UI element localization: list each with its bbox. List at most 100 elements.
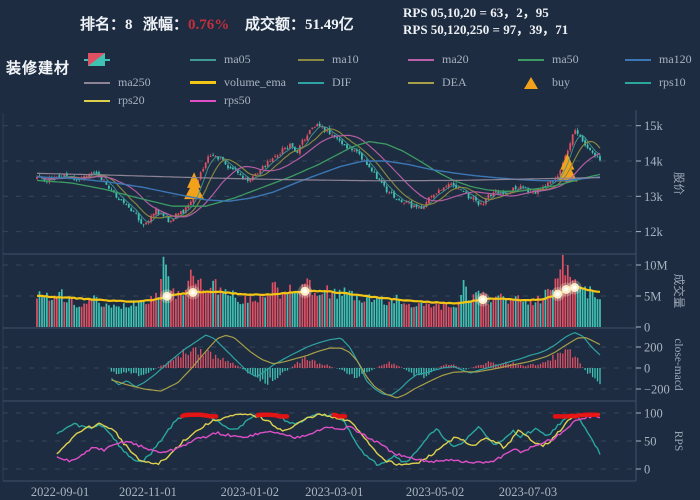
legend-label-ma250: ma250 bbox=[118, 75, 151, 89]
ema-marker-core bbox=[572, 285, 577, 290]
ma10-swatch bbox=[298, 58, 324, 61]
rps-ytick: 100 bbox=[644, 407, 663, 421]
rps20-swatch bbox=[84, 99, 110, 102]
legend-item-ma10: ma10 bbox=[298, 52, 359, 67]
volume_ema-swatch bbox=[190, 81, 216, 84]
rank-label: 排名： bbox=[80, 17, 126, 33]
rps-axis-title: RPS bbox=[672, 431, 684, 451]
ma05-swatch bbox=[190, 58, 216, 61]
change-value: 0.76% bbox=[188, 17, 230, 33]
macd-axis-title: close-macd bbox=[672, 338, 684, 391]
legend-label-rps50: rps50 bbox=[224, 93, 251, 107]
legend-item-DEA: DEA bbox=[408, 75, 467, 90]
x-date-label: 2023-03-01 bbox=[305, 485, 363, 499]
x-date-label: 2023-05-02 bbox=[406, 485, 464, 499]
DEA-swatch bbox=[408, 81, 434, 84]
buy-triangle-icon bbox=[524, 76, 538, 89]
ma-lines bbox=[36, 125, 601, 224]
volume-ytick: 10M bbox=[644, 259, 668, 273]
ema-marker-core bbox=[555, 292, 560, 297]
rps-new-high-highlight bbox=[552, 412, 600, 419]
header-stats: 排名：8 涨幅：0.76% 成交额：51.49亿 bbox=[0, 13, 700, 35]
macd-ytick: −200 bbox=[644, 383, 670, 397]
rank-stat: 排名：8 bbox=[80, 13, 133, 34]
legend-label-buy: buy bbox=[552, 75, 570, 89]
macd-ytick: 0 bbox=[644, 362, 650, 376]
ma120-swatch bbox=[625, 58, 651, 61]
legend-label-volume_ema: volume_ema bbox=[224, 75, 286, 89]
macd-histogram-negative bbox=[110, 368, 601, 385]
legend-item-candle bbox=[84, 52, 110, 67]
x-date-label: 2022-11-01 bbox=[119, 485, 177, 499]
legend-item-rps20: rps20 bbox=[84, 93, 145, 108]
legend-label-ma50: ma50 bbox=[552, 52, 579, 66]
legend-item-ma20: ma20 bbox=[408, 52, 469, 67]
rps-short-line: RPS 05,10,20 = 63，2，95 bbox=[403, 5, 549, 20]
legend-label-ma05: ma05 bbox=[224, 52, 251, 66]
legend-item-ma50: ma50 bbox=[518, 52, 579, 67]
volume-bars bbox=[36, 255, 601, 327]
ema-marker-core bbox=[480, 297, 485, 302]
x-date-label: 2023-01-02 bbox=[221, 485, 279, 499]
macd-panel-series bbox=[110, 332, 601, 399]
macd-histogram-positive bbox=[157, 347, 584, 368]
price-axis-title: 股价 bbox=[672, 172, 685, 195]
rps-ytick: 50 bbox=[644, 435, 657, 449]
ma20-swatch bbox=[408, 58, 434, 61]
turnover-label: 成交额： bbox=[245, 17, 306, 33]
change-label: 涨幅： bbox=[143, 17, 189, 33]
x-date-label: 2022-09-01 bbox=[31, 485, 89, 499]
legend-item-buy: buy bbox=[518, 75, 570, 90]
rps50-swatch bbox=[190, 99, 216, 102]
legend-label-rps20: rps20 bbox=[118, 93, 145, 107]
DIF-swatch bbox=[298, 81, 324, 84]
sector-name: 装修建材 bbox=[6, 60, 71, 77]
volume-axis-title: 成交量 bbox=[672, 274, 686, 309]
macd-ytick: 200 bbox=[644, 341, 663, 355]
legend-label-ma20: ma20 bbox=[442, 52, 469, 66]
x-date-label: 2023-07-03 bbox=[499, 485, 557, 499]
legend-label-ma120: ma120 bbox=[659, 52, 692, 66]
rps10-swatch bbox=[625, 81, 651, 84]
volume-ema-markers bbox=[160, 280, 582, 307]
legend-label-rps10: rps10 bbox=[659, 75, 686, 89]
legend-label-DEA: DEA bbox=[442, 75, 467, 89]
rps-new-high-highlight bbox=[255, 412, 290, 419]
legend-item-ma05: ma05 bbox=[190, 52, 251, 67]
volume-ytick: 0 bbox=[644, 321, 650, 335]
ema-marker-core bbox=[564, 287, 569, 292]
legend-label-DIF: DIF bbox=[332, 75, 352, 89]
rps-ytick: 0 bbox=[644, 463, 650, 477]
rank-value: 8 bbox=[125, 17, 133, 33]
legend-item-volume_ema: volume_ema bbox=[190, 75, 286, 90]
legend-label-ma10: ma10 bbox=[332, 52, 359, 66]
ema-marker-core bbox=[165, 294, 170, 299]
legend-item-rps50: rps50 bbox=[190, 93, 251, 108]
rps-readout: RPS 05,10,20 = 63，2，95 RPS 50,120,250 = … bbox=[403, 4, 568, 38]
ema-marker-core bbox=[302, 289, 307, 294]
x-axis-labels: 2022-09-01 2022-11-01 2023-01-02 2023-03-01… bbox=[31, 485, 557, 499]
axis-labels: 15k 14k 13k 12k 股价 10M 5M 0 成交量 200 0 −200 close-mac… bbox=[636, 119, 686, 477]
rps-long-line: RPS 50,120,250 = 97，39，71 bbox=[403, 22, 569, 37]
chart-legend: ma05 ma10 ma20 ma50 ma120 ma250 volume_ema DIF D… bbox=[0, 0, 700, 112]
ma250-swatch bbox=[84, 81, 110, 84]
rps-new-high-highlight bbox=[180, 412, 219, 419]
legend-item-ma250: ma250 bbox=[84, 75, 151, 90]
legend-item-rps10: rps10 bbox=[625, 75, 686, 90]
price-ytick: 13k bbox=[644, 190, 664, 204]
price-ytick: 12k bbox=[644, 225, 664, 239]
change-stat: 涨幅：0.76% bbox=[143, 13, 229, 34]
legend-item-ma120: ma120 bbox=[625, 52, 692, 67]
ma50-swatch bbox=[518, 58, 544, 61]
price-ytick: 15k bbox=[644, 119, 664, 133]
volume-ytick: 5M bbox=[644, 290, 661, 304]
legend-item-DIF: DIF bbox=[298, 75, 351, 90]
ema-marker-core bbox=[190, 290, 195, 295]
turnover-value: 51.49亿 bbox=[305, 17, 354, 33]
candle-icon bbox=[84, 52, 110, 67]
turnover-stat: 成交额：51.49亿 bbox=[245, 13, 354, 34]
rps-panel-series bbox=[56, 412, 601, 466]
price-ytick: 14k bbox=[644, 155, 664, 169]
